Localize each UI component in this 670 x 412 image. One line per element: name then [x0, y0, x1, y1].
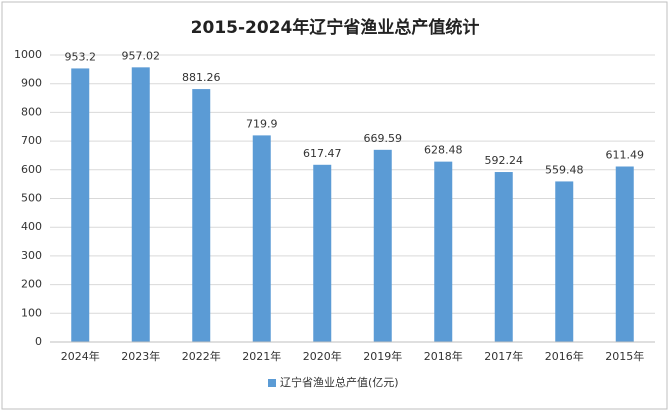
y-tick-label: 700 [21, 134, 42, 147]
x-tick-label: 2019年 [363, 349, 402, 363]
y-tick-label: 100 [21, 306, 42, 319]
y-tick-label: 900 [21, 77, 42, 90]
y-tick-label: 300 [21, 249, 42, 262]
x-tick-label: 2020年 [303, 349, 342, 363]
data-label: 719.9 [246, 117, 278, 130]
data-label: 592.24 [485, 154, 524, 167]
x-tick-label: 2017年 [484, 349, 523, 363]
bar [71, 68, 90, 342]
x-tick-label: 2024年 [61, 349, 100, 363]
y-tick-label: 1000 [14, 48, 42, 61]
bar [192, 89, 211, 343]
y-tick-label: 600 [21, 163, 42, 176]
x-tick-label: 2022年 [182, 349, 221, 363]
data-label: 611.49 [606, 149, 645, 162]
data-label: 881.26 [182, 71, 221, 84]
y-tick-label: 0 [35, 335, 42, 348]
chart-title: 2015-2024年辽宁省渔业总产值统计 [191, 17, 480, 38]
bar [555, 181, 574, 342]
data-label: 559.48 [545, 163, 584, 176]
bar [131, 67, 150, 342]
y-tick-label: 800 [21, 105, 42, 118]
data-label: 953.2 [65, 50, 97, 63]
data-label: 669.59 [364, 132, 403, 145]
bar [313, 164, 332, 342]
y-tick-label: 500 [21, 192, 42, 205]
x-tick-label: 2023年 [121, 349, 160, 363]
bar [494, 172, 513, 342]
data-label: 957.02 [122, 49, 161, 62]
legend-label: 辽宁省渔业总产值(亿元) [280, 375, 399, 389]
bar [434, 161, 453, 342]
bar [615, 166, 634, 342]
data-label: 617.47 [303, 147, 342, 160]
data-label: 628.48 [424, 144, 463, 157]
legend-swatch [268, 379, 276, 387]
x-tick-label: 2016年 [545, 349, 584, 363]
x-tick-label: 2021年 [242, 349, 281, 363]
y-tick-label: 400 [21, 220, 42, 233]
x-tick-label: 2018年 [424, 349, 463, 363]
x-tick-label: 2015年 [605, 349, 644, 363]
y-tick-label: 200 [21, 278, 42, 291]
bar [252, 135, 271, 342]
bar [373, 149, 392, 342]
